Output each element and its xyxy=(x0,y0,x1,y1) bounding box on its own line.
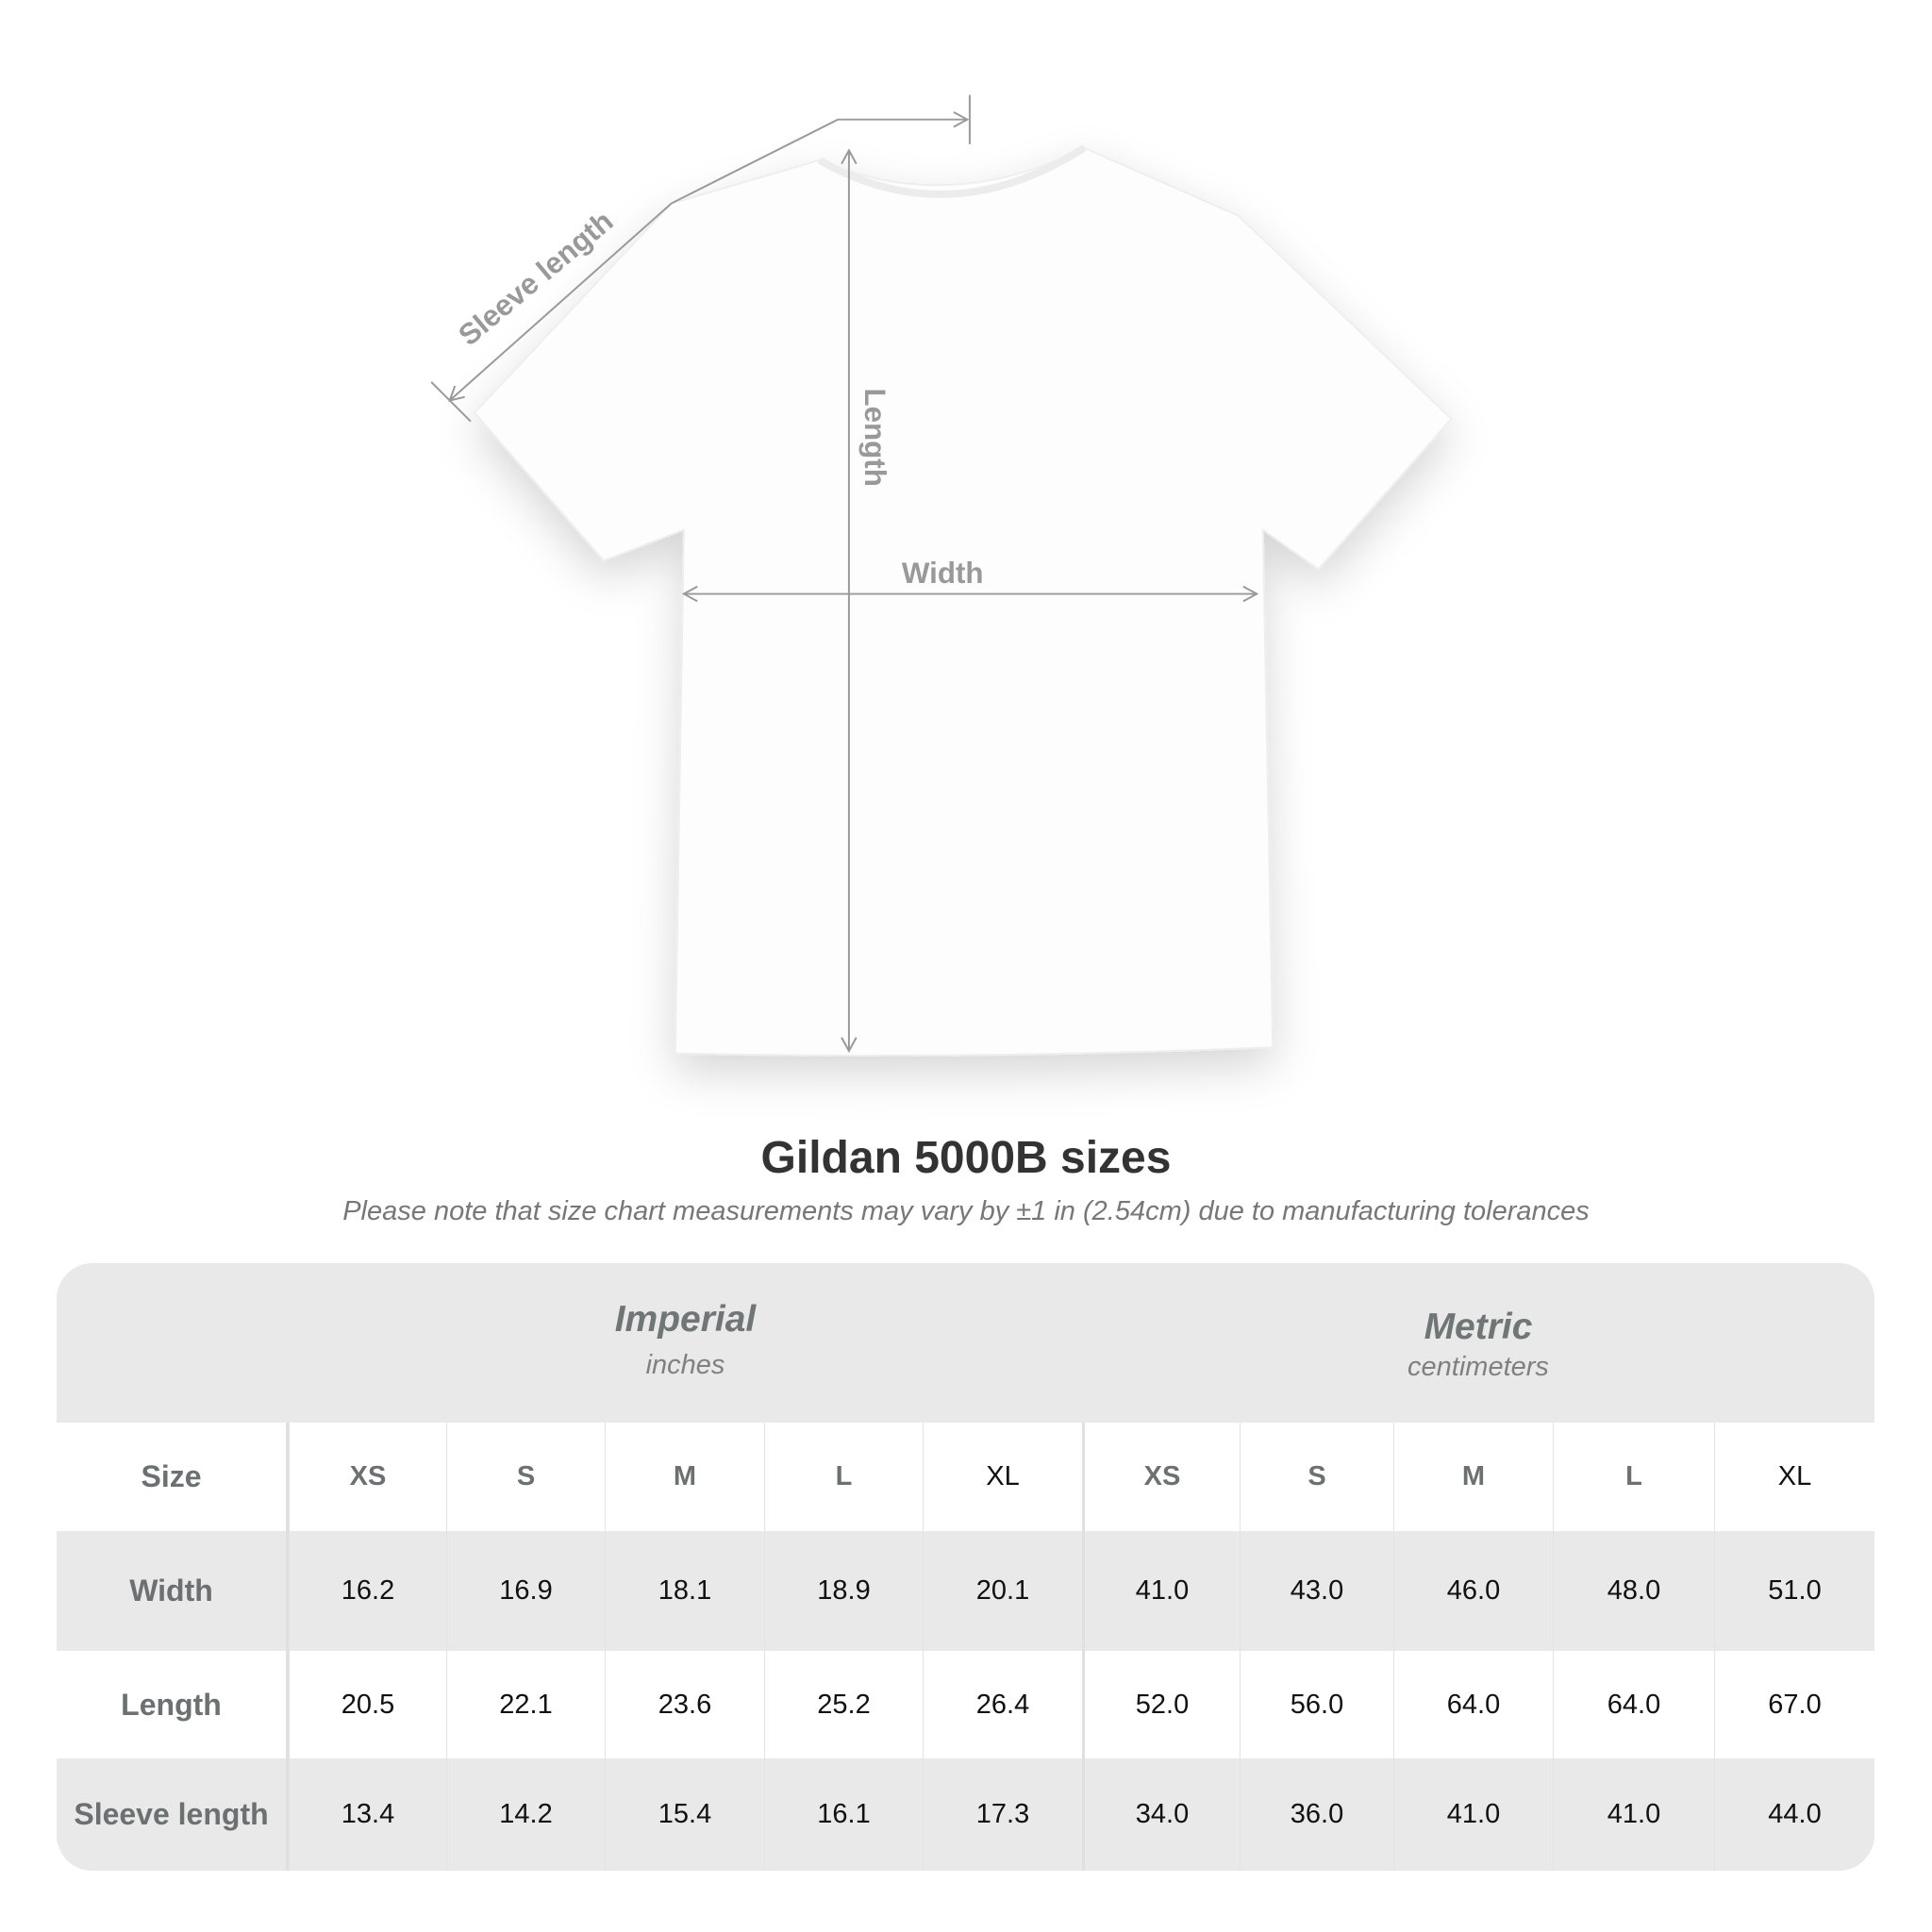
tshirt-shape xyxy=(473,146,1453,1057)
table-cell: 16.1 xyxy=(764,1758,923,1871)
size-table: Imperial inches Metric centimeters Size X… xyxy=(57,1263,1874,1871)
size-header-cell: M xyxy=(605,1423,764,1531)
table-cell: 13.4 xyxy=(289,1758,446,1871)
page-title: Gildan 5000B sizes xyxy=(760,1133,1172,1183)
table-cell: 25.2 xyxy=(764,1651,923,1758)
size-header-cell: L xyxy=(764,1423,923,1531)
sleeve-measure xyxy=(430,94,971,423)
table-cell: 41.0 xyxy=(1553,1758,1714,1871)
metric-title: Metric xyxy=(1424,1307,1533,1347)
table-cell: 41.0 xyxy=(1082,1531,1240,1651)
length-label: Length xyxy=(858,388,891,486)
table-cell: 15.4 xyxy=(605,1758,764,1871)
metric-unit: centimeters xyxy=(1407,1352,1549,1382)
table-cell: 34.0 xyxy=(1082,1758,1240,1871)
size-header-cell: XL xyxy=(1714,1423,1874,1531)
table-cell: 26.4 xyxy=(923,1651,1082,1758)
table-cell: 20.5 xyxy=(289,1651,446,1758)
size-header-cell: XS xyxy=(1082,1423,1240,1531)
size-header-row: Size XS S M L XL XS S M L XL xyxy=(57,1423,1874,1531)
size-header-cell: M xyxy=(1393,1423,1553,1531)
width-label: Width xyxy=(902,557,984,590)
table-cell: 48.0 xyxy=(1553,1531,1714,1651)
tolerance-note: Please note that size chart measurements… xyxy=(342,1196,1590,1226)
table-cell: 51.0 xyxy=(1714,1531,1874,1651)
table-cell: 23.6 xyxy=(605,1651,764,1758)
metric-header: Metric centimeters xyxy=(1082,1263,1874,1466)
imperial-header: Imperial inches xyxy=(289,1263,1082,1458)
size-header-cell: S xyxy=(446,1423,605,1531)
table-cell: 18.1 xyxy=(605,1531,764,1651)
size-header-cell: XL xyxy=(923,1423,1082,1531)
table-cell: 20.1 xyxy=(923,1531,1082,1651)
table-cell: 41.0 xyxy=(1393,1758,1553,1871)
table-row: Width 16.2 16.9 18.1 18.9 20.1 41.0 43.0 46.0 48.… xyxy=(57,1531,1874,1651)
table-cell: 17.3 xyxy=(923,1758,1082,1871)
row-label: Size xyxy=(57,1423,289,1531)
table-cell: 22.1 xyxy=(446,1651,605,1758)
table-cell: 43.0 xyxy=(1240,1531,1393,1651)
row-label: Sleeve length xyxy=(57,1758,289,1871)
size-header-cell: L xyxy=(1553,1423,1714,1531)
table-cell: 36.0 xyxy=(1240,1758,1393,1871)
table-row: Sleeve length 13.4 14.2 15.4 16.1 17.3 34.0 36.… xyxy=(57,1758,1874,1871)
table-cell: 52.0 xyxy=(1082,1651,1240,1758)
row-label: Length xyxy=(57,1651,289,1758)
table-cell: 67.0 xyxy=(1714,1651,1874,1758)
tshirt-diagram: Sleeve length Length Width xyxy=(430,94,1453,1057)
table-row: Length 20.5 22.1 23.6 25.2 26.4 52.0 56.0 64.0 64… xyxy=(57,1651,1874,1758)
table-cell: 14.2 xyxy=(446,1758,605,1871)
imperial-unit: inches xyxy=(645,1350,725,1380)
table-cell: 16.2 xyxy=(289,1531,446,1651)
table-cell: 64.0 xyxy=(1393,1651,1553,1758)
table-cell: 44.0 xyxy=(1714,1758,1874,1871)
size-header-cell: XS xyxy=(289,1423,446,1531)
table-cell: 18.9 xyxy=(764,1531,923,1651)
table-cell: 46.0 xyxy=(1393,1531,1553,1651)
table-cell: 64.0 xyxy=(1553,1651,1714,1758)
size-header-cell: S xyxy=(1240,1423,1393,1531)
imperial-title: Imperial xyxy=(614,1299,757,1340)
table-cell: 56.0 xyxy=(1240,1651,1393,1758)
table-cell: 16.9 xyxy=(446,1531,605,1651)
row-label: Width xyxy=(57,1531,289,1651)
